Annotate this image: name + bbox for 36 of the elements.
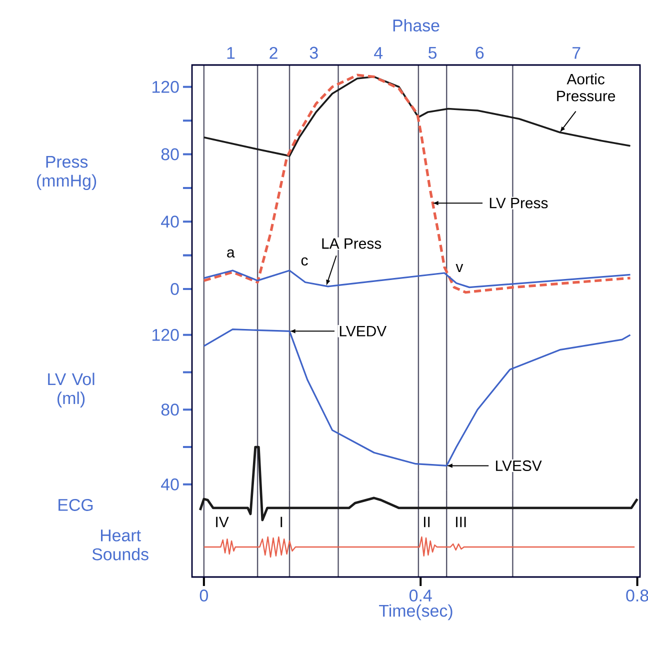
x-tick-label: 0 — [200, 590, 208, 602]
y-tick-label: 0 — [170, 283, 179, 295]
line-series — [202, 74, 632, 294]
annotation: LVEDV — [340, 326, 387, 336]
y-tick-label: 40 — [161, 478, 179, 490]
text: 2 — [270, 46, 278, 59]
y-tick-label: 80 — [161, 404, 179, 416]
text: 1 — [227, 47, 235, 59]
annotation: a — [227, 249, 235, 258]
text: 3 — [310, 46, 318, 59]
annotation: c — [301, 257, 308, 266]
y-tick-label: 80 — [161, 148, 179, 160]
annotation: LVESV — [496, 460, 542, 471]
annotation: II — [424, 516, 430, 528]
x-tick-label: 0.4 — [409, 590, 432, 602]
y-tick-label: 40 — [161, 216, 179, 228]
text: 4 — [374, 47, 383, 59]
annotation: v — [456, 264, 464, 272]
chart-title: Phase — [393, 19, 440, 32]
annotation: LA Press — [322, 238, 382, 249]
y-axis-title: LV Vol (ml) — [48, 372, 94, 408]
annotation: III — [456, 516, 466, 528]
annotation: LV Press — [490, 198, 548, 208]
text: Heart Sounds — [92, 530, 148, 560]
y-tick-label: 120 — [152, 328, 179, 341]
text: 6 — [476, 46, 484, 59]
y-tick-label: 120 — [152, 80, 179, 93]
annotation: Aortic Pressure — [557, 73, 616, 102]
text: 5 — [428, 46, 437, 59]
y-axis-title: Press (mmHg) — [37, 156, 96, 190]
x-tick-label: 0.8 — [626, 590, 648, 602]
annotation: I — [280, 516, 282, 528]
annotation: IV — [216, 516, 229, 528]
text: 7 — [572, 47, 580, 59]
x-axis-title: Time(sec) — [379, 604, 452, 620]
text: ECG — [58, 498, 93, 511]
